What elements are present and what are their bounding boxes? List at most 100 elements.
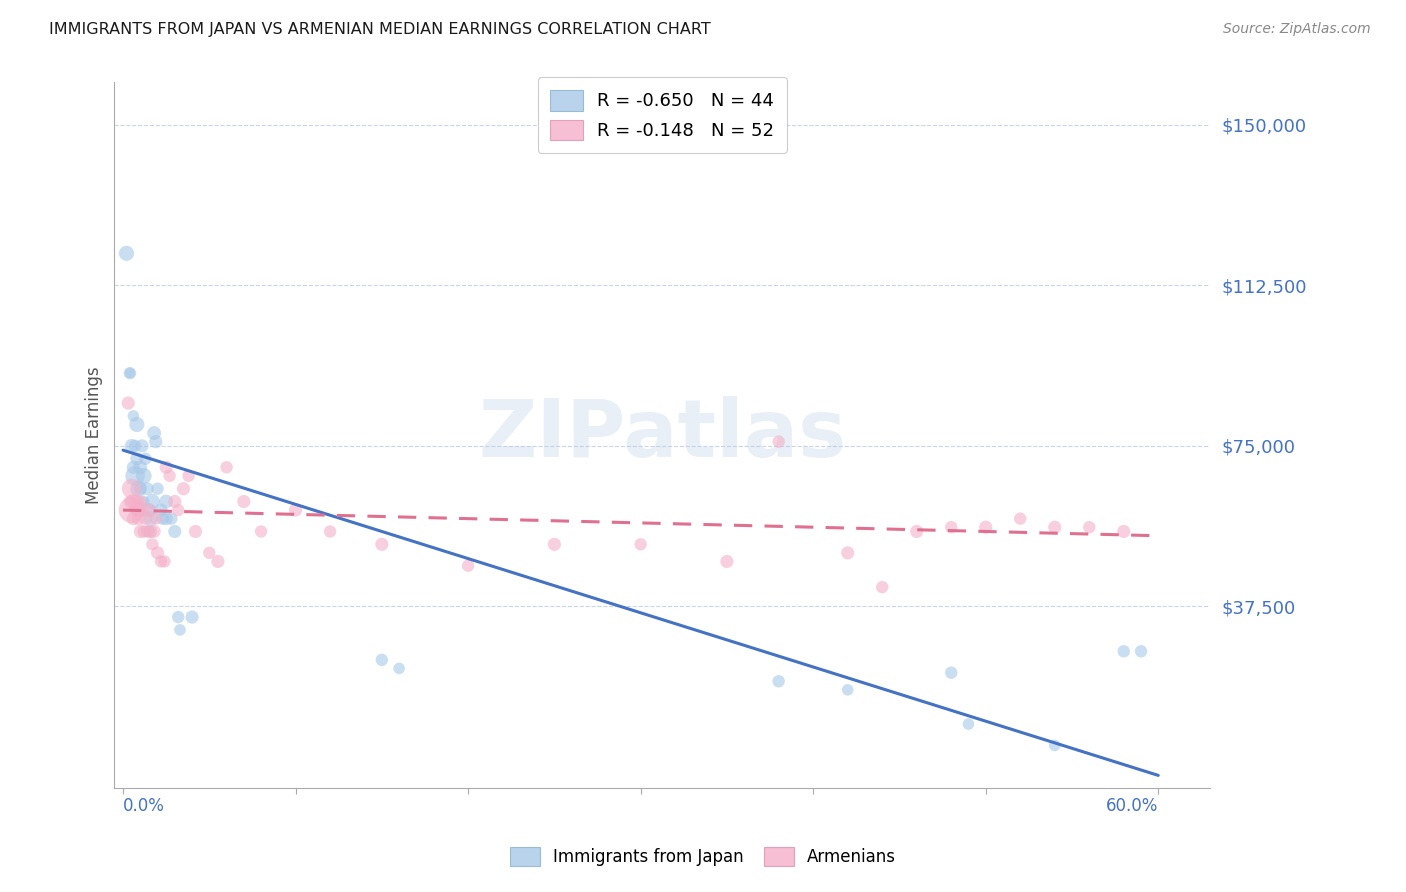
Point — [1130, 644, 1153, 658]
Point — [131, 503, 153, 517]
Point — [150, 503, 173, 517]
Point — [146, 546, 169, 560]
Point — [1112, 644, 1135, 658]
Point — [122, 460, 145, 475]
Point — [138, 503, 160, 517]
Point — [121, 482, 143, 496]
Text: ZIPatlas: ZIPatlas — [478, 396, 846, 475]
Point — [139, 524, 162, 539]
Point — [167, 610, 190, 624]
Point — [232, 494, 254, 508]
Point — [905, 524, 928, 539]
Point — [128, 482, 150, 496]
Text: Source: ZipAtlas.com: Source: ZipAtlas.com — [1223, 22, 1371, 37]
Point — [768, 434, 790, 449]
Point — [129, 460, 152, 475]
Text: 0.0%: 0.0% — [124, 797, 165, 814]
Point — [1043, 739, 1066, 753]
Point — [125, 451, 148, 466]
Point — [169, 623, 191, 637]
Point — [132, 524, 155, 539]
Point — [181, 610, 204, 624]
Point — [1043, 520, 1066, 534]
Point — [974, 520, 997, 534]
Point — [122, 409, 145, 423]
Point — [284, 503, 307, 517]
Point — [630, 537, 652, 551]
Text: 60.0%: 60.0% — [1107, 797, 1159, 814]
Point — [1010, 511, 1032, 525]
Point — [543, 537, 565, 551]
Point — [1078, 520, 1101, 534]
Text: IMMIGRANTS FROM JAPAN VS ARMENIAN MEDIAN EARNINGS CORRELATION CHART: IMMIGRANTS FROM JAPAN VS ARMENIAN MEDIAN… — [49, 22, 711, 37]
Y-axis label: Median Earnings: Median Earnings — [86, 367, 103, 504]
Point — [128, 511, 150, 525]
Point — [837, 682, 859, 697]
Point — [143, 524, 166, 539]
Point — [129, 482, 152, 496]
Point — [141, 537, 163, 551]
Point — [172, 482, 194, 496]
Point — [124, 503, 146, 517]
Point — [941, 520, 963, 534]
Point — [957, 717, 980, 731]
Point — [143, 425, 166, 440]
Point — [146, 482, 169, 496]
Point — [160, 511, 183, 525]
Point — [132, 468, 155, 483]
Point — [131, 439, 153, 453]
Legend: Immigrants from Japan, Armenians: Immigrants from Japan, Armenians — [503, 840, 903, 873]
Point — [136, 482, 159, 496]
Point — [115, 246, 138, 260]
Point — [250, 524, 273, 539]
Point — [122, 511, 145, 525]
Point — [124, 468, 146, 483]
Point — [163, 524, 186, 539]
Point — [121, 503, 143, 517]
Point — [136, 524, 159, 539]
Point — [121, 439, 143, 453]
Point — [155, 511, 177, 525]
Point — [155, 460, 177, 475]
Point — [122, 494, 145, 508]
Point — [870, 580, 893, 594]
Point — [152, 511, 174, 525]
Point — [141, 494, 163, 508]
Point — [941, 665, 963, 680]
Point — [129, 524, 152, 539]
Point — [132, 494, 155, 508]
Point — [371, 537, 394, 551]
Point — [118, 366, 141, 380]
Point — [129, 494, 152, 508]
Point — [134, 511, 156, 525]
Point — [150, 554, 173, 568]
Point — [125, 417, 148, 432]
Legend: R = -0.650   N = 44, R = -0.148   N = 52: R = -0.650 N = 44, R = -0.148 N = 52 — [537, 77, 787, 153]
Point — [134, 451, 156, 466]
Point — [215, 460, 238, 475]
Point — [198, 546, 221, 560]
Point — [145, 511, 167, 525]
Point — [145, 434, 167, 449]
Point — [153, 554, 176, 568]
Point — [167, 503, 190, 517]
Point — [1112, 524, 1135, 539]
Point — [118, 366, 141, 380]
Point — [716, 554, 738, 568]
Point — [155, 494, 177, 508]
Point — [117, 396, 139, 410]
Point — [163, 494, 186, 508]
Point — [124, 439, 146, 453]
Point — [388, 661, 411, 675]
Point — [128, 503, 150, 517]
Point — [319, 524, 342, 539]
Point — [139, 511, 162, 525]
Point — [457, 558, 479, 573]
Point — [138, 524, 160, 539]
Point — [837, 546, 859, 560]
Point — [184, 524, 207, 539]
Point — [371, 653, 394, 667]
Point — [125, 494, 148, 508]
Point — [177, 468, 200, 483]
Point — [159, 468, 181, 483]
